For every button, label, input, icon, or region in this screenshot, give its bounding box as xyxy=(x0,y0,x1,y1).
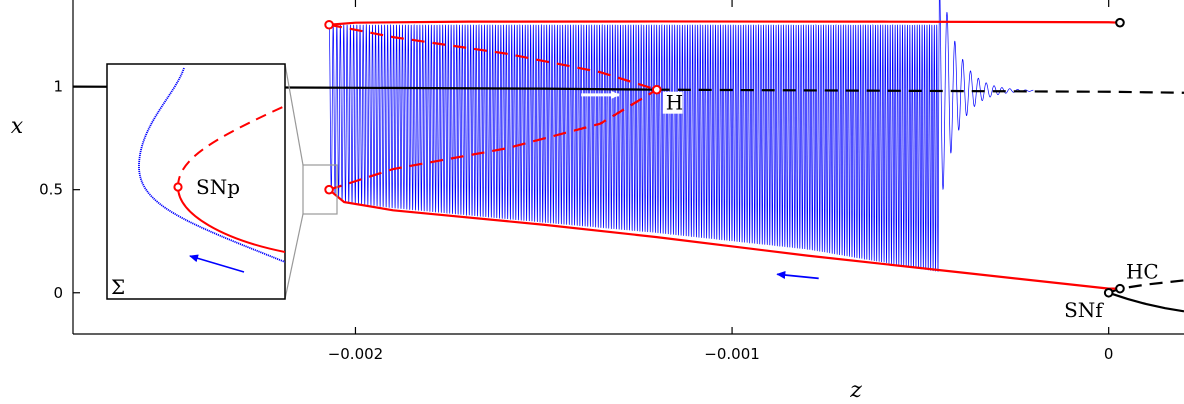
periodic-max-stable xyxy=(329,20,1121,26)
inset-periodic-unstable xyxy=(177,105,285,188)
inset-sigma-label: Σ xyxy=(111,275,125,299)
special-point-4 xyxy=(1115,283,1125,294)
periodic-min-unstable xyxy=(328,88,658,191)
flow-arrow-1 xyxy=(776,271,819,280)
x-axis-label: z xyxy=(849,378,862,403)
inset-trajectory xyxy=(138,67,285,263)
tick-layer: −0.002 −0.001 0 0 0.5 1 xyxy=(39,0,1113,363)
point-label-layer: H HC SNf xyxy=(662,91,1159,322)
periodic-min-stable xyxy=(328,188,1120,290)
zoom-connector-lower xyxy=(284,213,304,300)
zoom-indicator xyxy=(284,63,338,300)
zoom-box xyxy=(302,164,338,215)
point-label: HC xyxy=(1126,260,1159,284)
point-layer xyxy=(324,17,1125,298)
trajectory-layer xyxy=(328,0,1034,272)
y-axis-label: x xyxy=(11,114,24,139)
zoom-connector-upper xyxy=(284,63,304,166)
equilibrium-lower-unstable xyxy=(1108,279,1184,294)
inset-periodic-stable xyxy=(177,186,285,253)
equilibrium-unstable xyxy=(656,88,1184,94)
inset-panel: SNp Σ xyxy=(106,63,286,300)
x-tick-label: −0.001 xyxy=(704,345,760,363)
point-label: H xyxy=(666,91,683,115)
y-tick-label: 0 xyxy=(53,284,63,302)
axes-frame xyxy=(72,0,1184,335)
periodic-max-unstable xyxy=(328,23,658,91)
y-tick-label: 0.5 xyxy=(39,181,63,199)
special-point-2 xyxy=(324,184,334,195)
special-point-5 xyxy=(1103,287,1114,298)
y-tick-label: 1 xyxy=(53,78,63,96)
arrow-layer xyxy=(581,90,819,280)
inset-arrow xyxy=(189,254,245,273)
inset-snp-point xyxy=(173,182,183,192)
inset-snp-label: SNp xyxy=(196,175,240,199)
point-label: SNf xyxy=(1064,298,1104,322)
trajectory-oscillation xyxy=(328,0,1034,272)
x-tick-label: 0 xyxy=(1104,345,1114,363)
equilibrium-lower-stable xyxy=(1108,291,1184,313)
curve-layer xyxy=(73,20,1184,313)
h-label-bg xyxy=(662,91,683,114)
special-point-3 xyxy=(1115,17,1125,28)
special-point-1 xyxy=(324,19,334,30)
special-point-0 xyxy=(651,84,662,95)
x-tick-label: −0.002 xyxy=(328,345,384,363)
